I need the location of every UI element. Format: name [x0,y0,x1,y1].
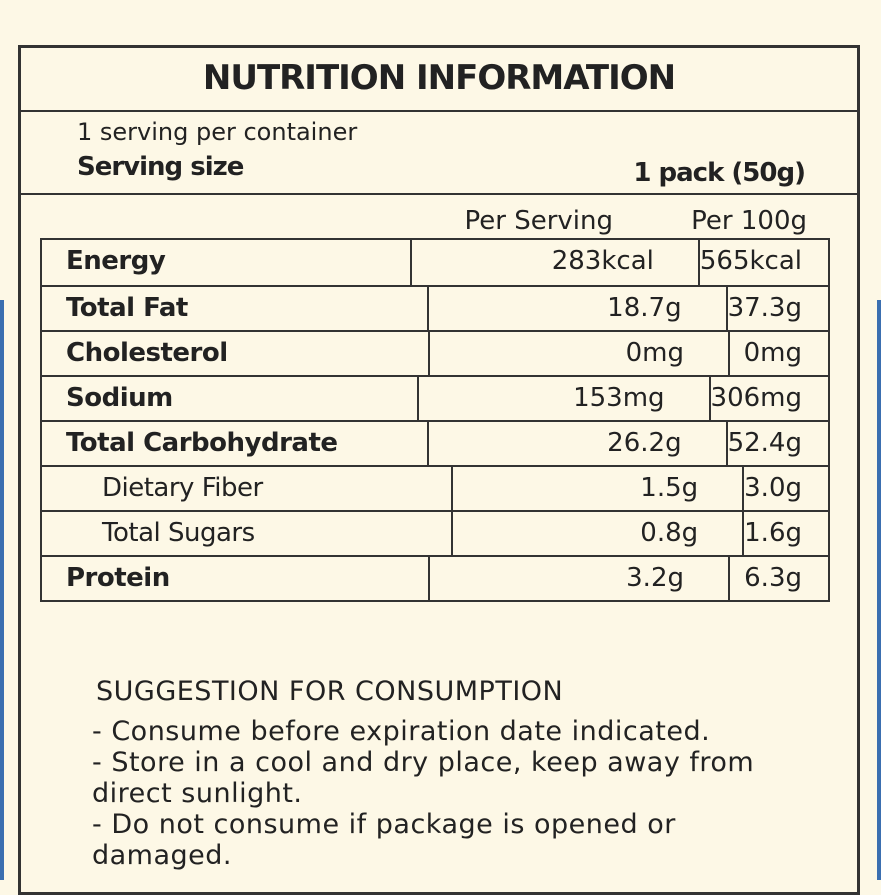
table-row: Total Sugars 0.8g 1.6g [42,510,828,555]
suggestion-item: - Do not consume if package is opened or… [92,809,676,871]
title: NUTRITION INFORMATION [202,58,676,98]
value-cell: 0.8g [453,512,745,555]
nutrition-table: Energy 283kcal 565kcal Total Fat 18.7g 37.3g C… [40,238,830,602]
value-cell: 306mg [710,383,802,413]
label-box: NUTRITION INFORMATION 1 serving per cont… [18,45,860,895]
suggestion-item: - Store in a cool and dry place, keep aw… [92,747,755,809]
value-cell: 153mg [419,377,711,420]
edge-line [877,300,881,880]
nutrient-name: Total Carbohydrate [42,422,429,465]
value-cell: 1.6g [744,518,802,548]
suggestion-list: - Consume before expiration date indicat… [92,716,792,871]
value-cell: 0mg [743,338,802,368]
value-cell: 3.2g [430,557,730,600]
value-cell: 37.3g [727,293,802,323]
value-cell: 52.4g [727,428,802,458]
nutrient-name: Total Fat [42,287,429,330]
nutrient-name: Protein [42,557,430,600]
nutrient-name: Dietary Fiber [42,467,454,510]
nutrient-name: Energy [42,240,413,285]
column-header: Per 100g [691,206,807,236]
value-cell: 26.2g [429,422,728,465]
table-row: Total Carbohydrate 26.2g 52.4g [42,420,828,465]
nutrient-name: Total Sugars [42,512,454,555]
table-row: Total Fat 18.7g 37.3g [42,285,828,330]
divider [21,110,857,112]
suggestion-item: - Consume before expiration date indicat… [92,716,711,747]
column-header: Per Serving [464,206,613,236]
value-cell: 1.5g [453,467,745,510]
nutrient-name: Cholesterol [42,332,430,375]
value-cell: 283kcal [412,240,700,285]
serving-size-label: Serving size [77,152,244,182]
edge-line [0,300,4,880]
table-row: Energy 283kcal 565kcal [42,240,828,285]
table-row: Cholesterol 0mg 0mg [42,330,828,375]
value-cell: 565kcal [699,246,802,276]
nutrient-name: Sodium [42,377,419,420]
value-cell: 0mg [430,332,730,375]
table-row: Sodium 153mg 306mg [42,375,828,420]
value-cell: 3.0g [744,473,802,503]
table-row: Protein 3.2g 6.3g [42,555,828,600]
value-cell: 6.3g [744,563,802,593]
suggestion-title: SUGGESTION FOR CONSUMPTION [96,676,564,707]
value-cell: 18.7g [429,287,728,330]
divider [21,193,857,195]
table-row: Dietary Fiber 1.5g 3.0g [42,465,828,510]
servings-per-container: 1 serving per container [77,118,358,146]
serving-size-value: 1 pack (50g) [633,158,806,188]
